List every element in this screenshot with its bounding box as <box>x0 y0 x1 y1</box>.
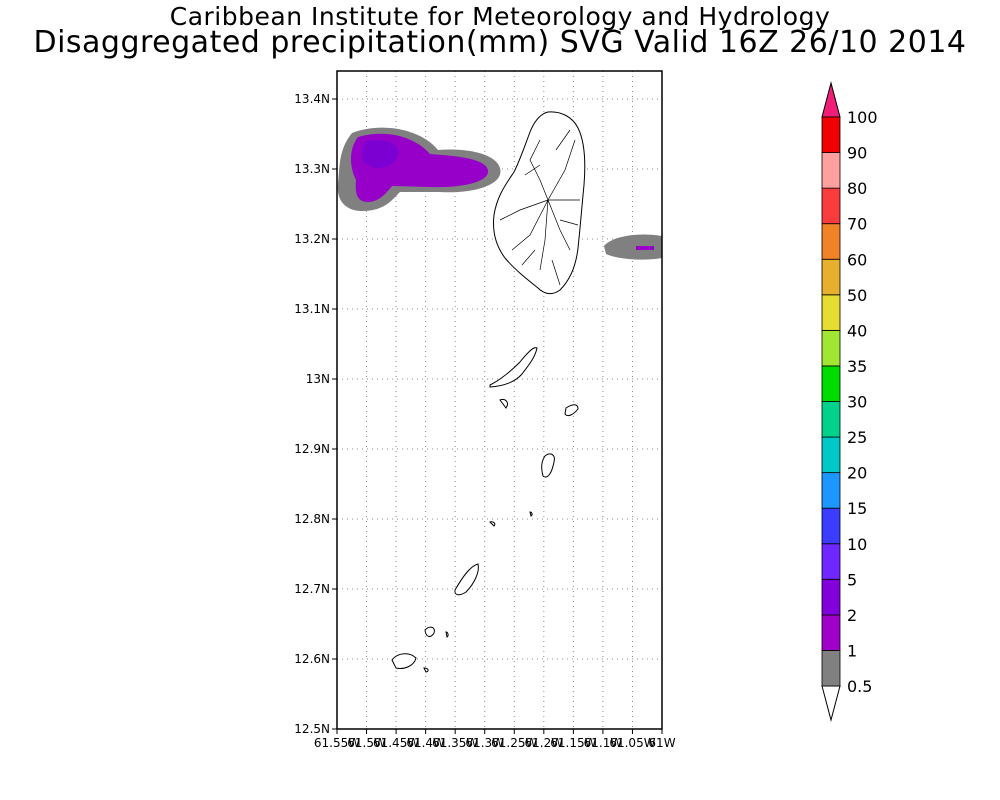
colorbar-label: 5 <box>847 570 857 589</box>
colorbar-swatch <box>821 365 841 402</box>
island-union <box>454 563 479 596</box>
colorbar-swatch <box>821 543 841 580</box>
lat-tick-label: 13N <box>306 372 330 386</box>
colorbar-swatch <box>821 152 841 189</box>
lat-tick-label: 13.3N <box>294 162 330 176</box>
island-bequia <box>489 347 538 388</box>
colorbar-label: 60 <box>847 250 867 269</box>
land-outlines <box>391 111 586 673</box>
colorbar-label: 50 <box>847 286 867 305</box>
colorbar-label: 70 <box>847 215 867 234</box>
lat-tick-label: 12.8N <box>294 512 330 526</box>
island-mayreau <box>489 521 496 527</box>
st-vincent-drainage-lines <box>499 129 580 286</box>
island-carriacou <box>424 626 435 637</box>
colorbar-swatch <box>821 223 841 260</box>
colorbar-swatch <box>821 401 841 438</box>
colorbar-label: 1 <box>847 641 857 660</box>
colorbar-swatch <box>821 116 841 153</box>
colorbar-label: 0.5 <box>847 677 872 696</box>
lat-tick-label: 12.5N <box>294 722 330 736</box>
lon-tick-label: 61.3W <box>465 736 504 750</box>
lon-tick-label: 61.05W <box>609 736 655 750</box>
lat-tick-label: 12.9N <box>294 442 330 456</box>
island-mustique <box>564 404 579 417</box>
lat-axis: 13.4N 13.3N 13.2N 13.1N 13N 12.9N 12.8N 12.7N 12… <box>294 92 337 736</box>
colorbar-swatch <box>821 329 841 367</box>
lon-tick-label: 61W <box>648 736 675 750</box>
colorbar-label: 100 <box>847 108 878 127</box>
colorbar-label: 15 <box>847 499 867 518</box>
island-small-1 <box>499 399 508 409</box>
colorbar-swatch <box>821 578 841 616</box>
colorbar-label: 90 <box>847 144 867 163</box>
lon-tick-label: 61.25W <box>491 736 537 750</box>
precipitation-field <box>337 127 662 260</box>
lon-tick-label: 61.55W <box>314 736 360 750</box>
colorbar-label: 35 <box>847 357 867 376</box>
lat-tick-label: 13.4N <box>294 92 330 106</box>
island-petite-martinique <box>391 653 417 669</box>
map-gridlines <box>337 71 662 729</box>
colorbar-swatch <box>821 650 841 687</box>
colorbar-label: 30 <box>847 393 867 412</box>
colorbar-swatch <box>821 258 841 296</box>
colorbar-swatch <box>821 614 841 651</box>
colorbar-label: 20 <box>847 464 867 483</box>
island-st-vincent <box>493 111 586 295</box>
lat-tick-label: 13.2N <box>294 232 330 246</box>
colorbar-swatch <box>821 187 841 225</box>
colorbar-swatch <box>821 294 841 331</box>
lon-tick-label: 61.15W <box>550 736 596 750</box>
lon-tick-label: 61.35W <box>432 736 478 750</box>
precip-area-east <box>604 234 662 260</box>
lon-axis: 61.55W61.5W61.45W61.4W61.35W61.3W61.25W6… <box>314 729 676 750</box>
colorbar-label: 80 <box>847 179 867 198</box>
lon-tick-label: 61.45W <box>373 736 419 750</box>
lat-tick-label: 12.6N <box>294 652 330 666</box>
colorbar-swatch <box>821 472 841 509</box>
precip-area-west-max <box>361 140 399 168</box>
colorbar-swatch <box>821 436 841 474</box>
island-small-2 <box>423 667 429 673</box>
colorbar-label: 10 <box>847 535 867 554</box>
precip-area-east-core <box>636 246 654 250</box>
island-small-4 <box>445 631 449 638</box>
lon-tick-label: 61.5W <box>347 736 386 750</box>
map-frame <box>336 70 663 730</box>
lon-tick-label: 61.2W <box>525 736 564 750</box>
colorbar-label: 40 <box>847 321 867 340</box>
lat-tick-label: 13.1N <box>294 302 330 316</box>
lon-tick-label: 61.1W <box>584 736 623 750</box>
island-canouan <box>541 453 555 478</box>
colorbar-high-arrow <box>821 81 841 118</box>
colorbar-low-arrow <box>821 685 841 722</box>
colorbar-swatch <box>821 507 841 545</box>
title-line-1: Caribbean Institute for Meteorology and … <box>169 2 831 31</box>
island-small-3 <box>529 511 533 517</box>
title-line-2: Disaggregated precipitation(mm) SVG Vali… <box>33 25 967 60</box>
lon-tick-label: 61.4W <box>406 736 445 750</box>
lat-tick-label: 12.7N <box>294 582 330 596</box>
colorbar-label: 25 <box>847 428 867 447</box>
colorbar-label: 2 <box>847 606 857 625</box>
